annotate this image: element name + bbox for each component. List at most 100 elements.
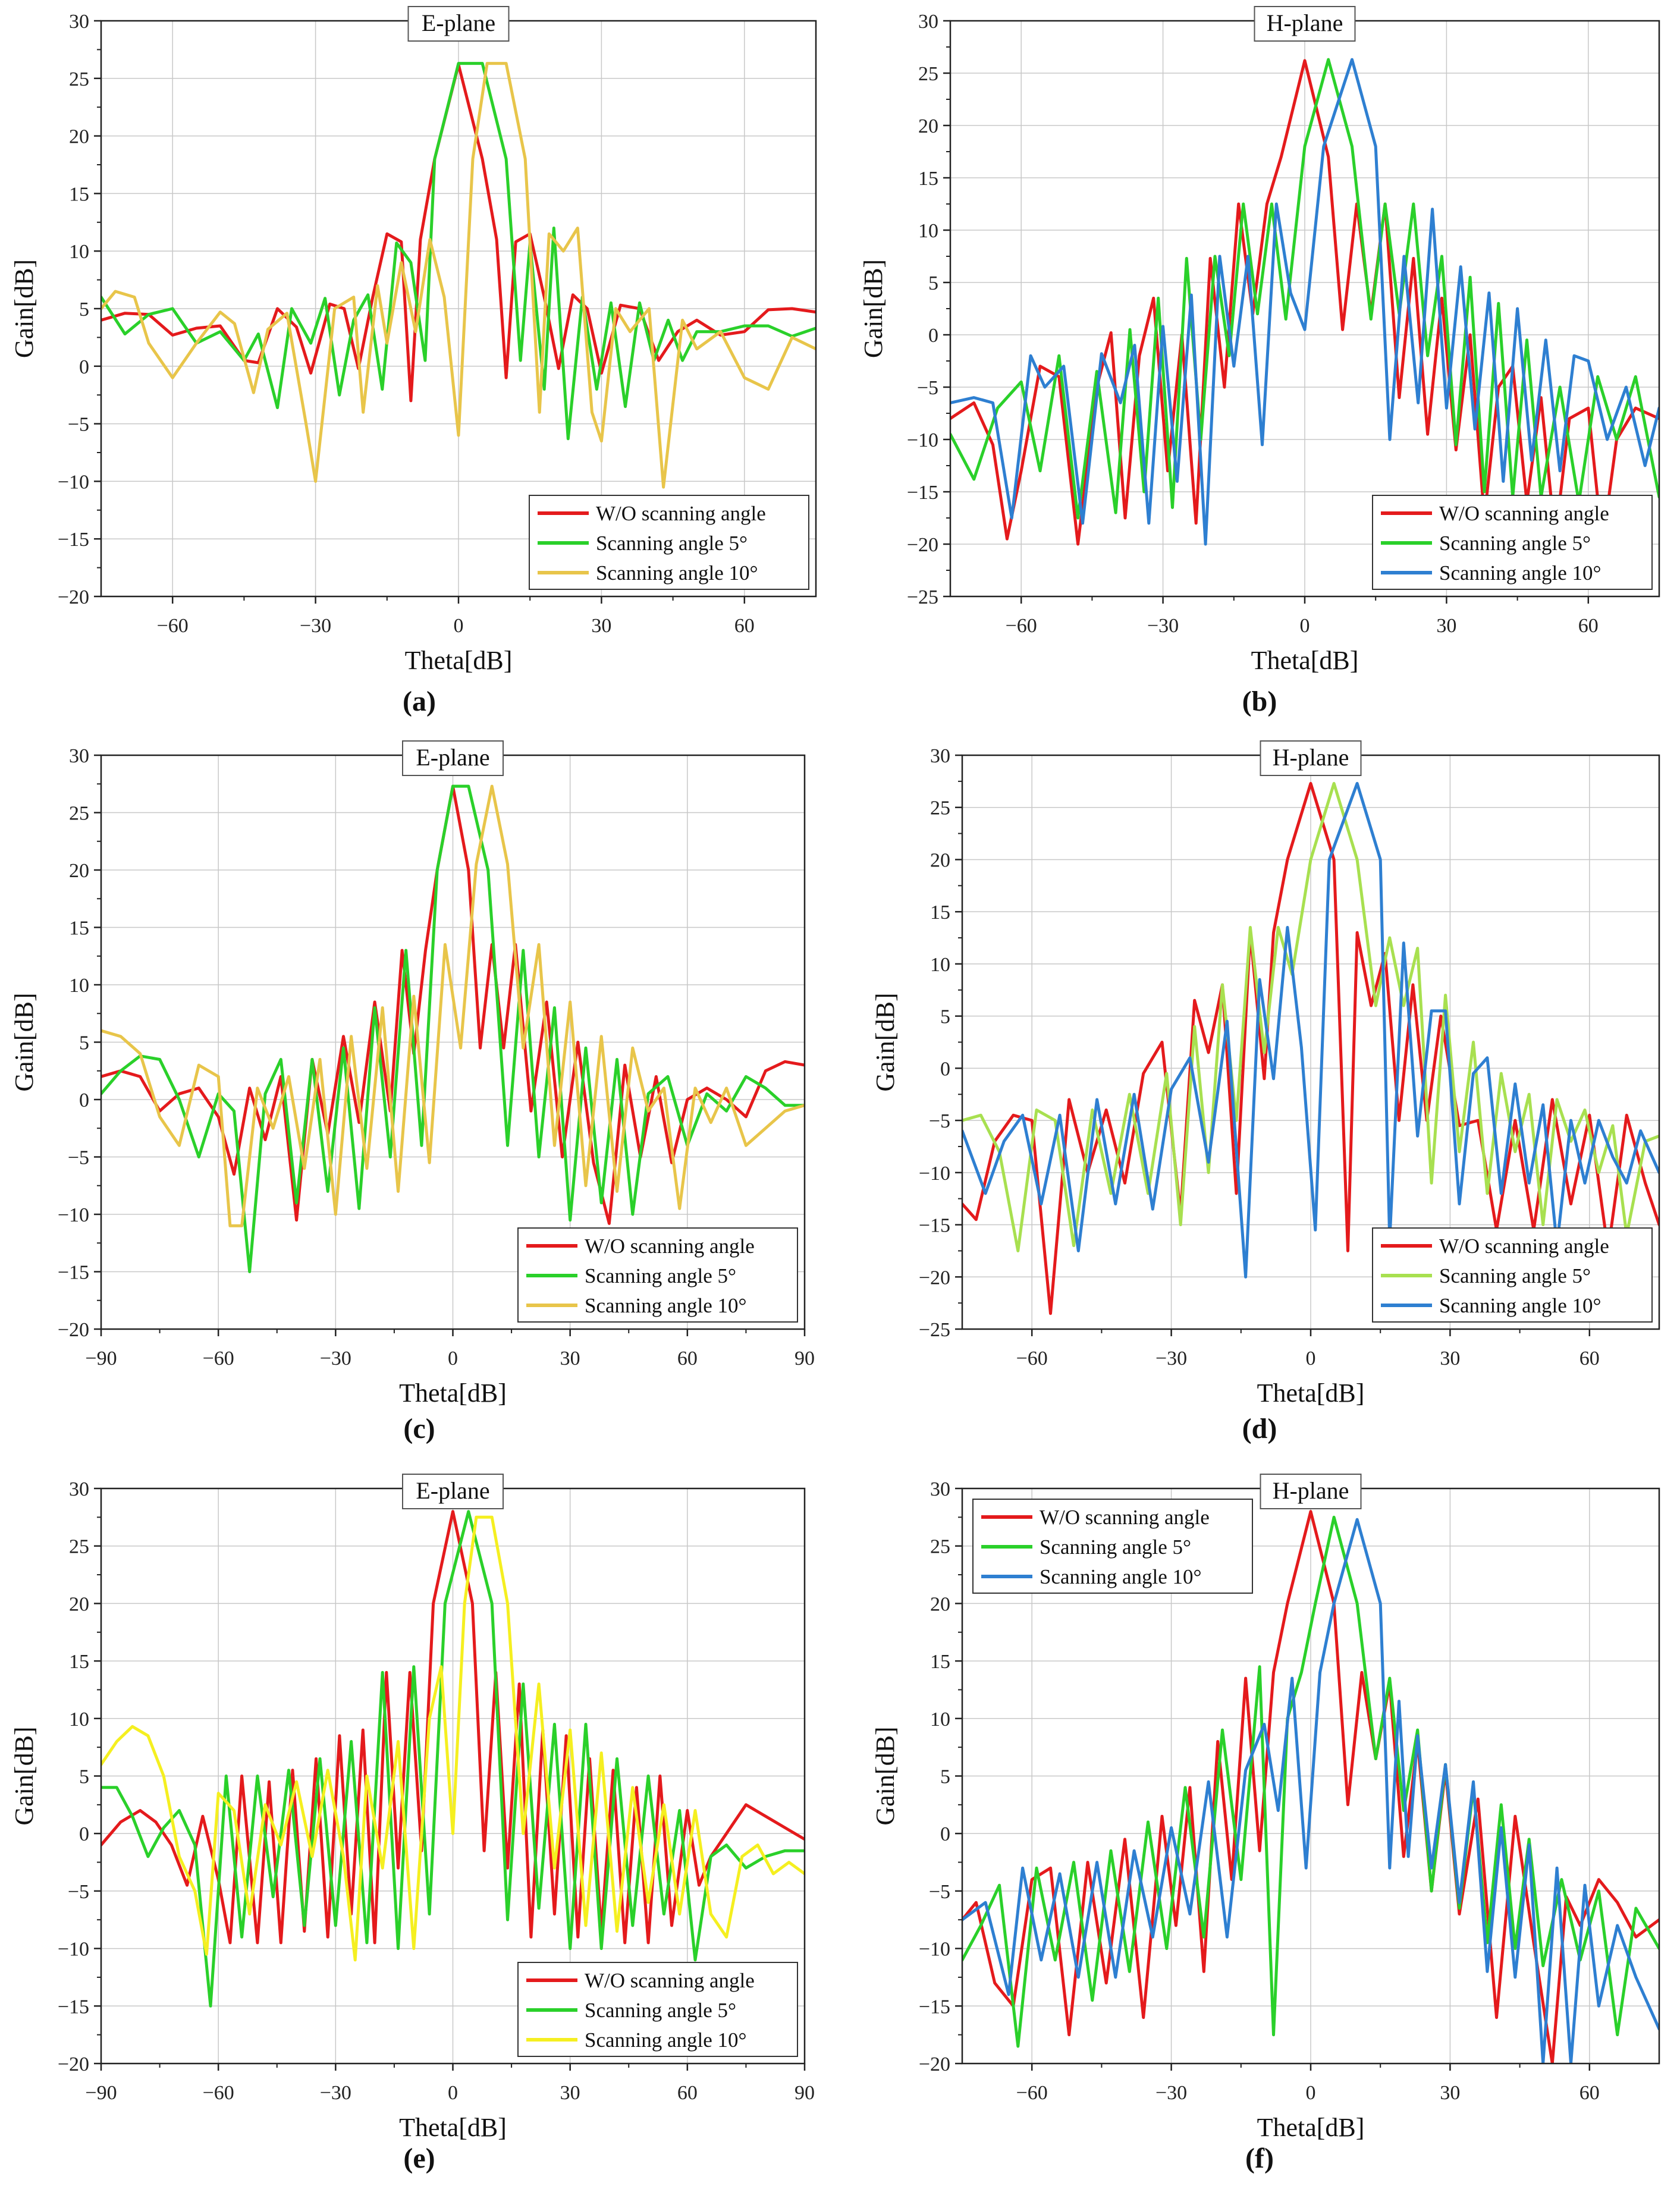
x-tick-label: −60 (157, 615, 189, 637)
chart-title: H-plane (1273, 744, 1349, 771)
x-tick-label: −30 (1147, 615, 1179, 637)
title-box (402, 1474, 504, 1509)
legend-label-3: Scanning angle 10° (585, 2028, 747, 2052)
series-line-3 (101, 1515, 805, 1962)
x-axis-label: Theta[dB] (1251, 646, 1359, 675)
y-tick-label: 5 (940, 1766, 950, 1788)
y-tick-label: 15 (930, 902, 950, 924)
x-tick-label: 60 (677, 1348, 698, 1370)
y-tick-label: 10 (69, 1709, 89, 1731)
y-tick-label: −15 (58, 529, 89, 551)
chart-title: H-plane (1267, 10, 1343, 36)
x-axis-label: Theta[dB] (405, 646, 513, 675)
y-tick-label: −20 (919, 2053, 950, 2075)
legend-label-1: W/O scanning angle (1040, 1506, 1210, 1529)
y-tick-label: 15 (69, 1651, 89, 1673)
y-tick-label: 20 (930, 849, 950, 871)
legend-label-2: Scanning angle 5° (585, 1264, 736, 1287)
y-tick-label: 10 (69, 241, 89, 263)
series-group (101, 62, 816, 489)
y-tick-label: −5 (917, 377, 938, 399)
title-box (1260, 740, 1362, 776)
chart-panel-4: −60 −30 0 30 60 −25 −20 −15 −10 −5 0 5 10 15 20 25 30 The… (871, 740, 1660, 1444)
y-tick-label: −10 (58, 1204, 89, 1226)
x-tick-label: 0 (1306, 2082, 1316, 2104)
y-tick-label: 0 (940, 1058, 950, 1080)
x-tick-label: 60 (1579, 2082, 1600, 2104)
chart-title: H-plane (1273, 1477, 1349, 1504)
series-line-1 (962, 1510, 1659, 2064)
legend: W/O scanning angle Scanning angle 5° Scann… (1372, 1227, 1653, 1323)
y-tick-label: 10 (918, 220, 938, 242)
x-tick-label: −60 (203, 1348, 234, 1370)
axis-ticks: −60 −30 0 30 60 −20 −15 −10 −5 0 5 10 15 20 25 30 (919, 1478, 1600, 2104)
legend-label-3: Scanning angle 10° (1439, 1294, 1602, 1317)
x-tick-label: 30 (1440, 2082, 1460, 2104)
x-tick-label: 60 (677, 2082, 698, 2104)
x-tick-label: 60 (1578, 615, 1599, 637)
x-tick-label: −30 (320, 1348, 351, 1370)
legend-label-3: Scanning angle 10° (596, 561, 758, 585)
x-tick-label: −30 (1155, 1348, 1187, 1370)
chart-title: E-plane (416, 1477, 489, 1504)
series-line-2 (101, 784, 805, 1273)
panel-caption: (e) (403, 2143, 435, 2174)
legend-label-3: Scanning angle 10° (1439, 561, 1602, 585)
panel-caption: (f) (1245, 2143, 1274, 2174)
y-tick-label: −10 (919, 1939, 950, 1961)
y-tick-label: 5 (79, 1032, 89, 1054)
y-tick-label: 5 (79, 1766, 89, 1788)
y-tick-label: 15 (69, 918, 89, 940)
chart-title: E-plane (416, 744, 489, 771)
series-line-2 (101, 1510, 805, 2008)
legend-label-2: Scanning angle 5° (1040, 1535, 1191, 1559)
y-tick-label: 10 (930, 954, 950, 976)
x-axis-label: Theta[dB] (1257, 1378, 1365, 1408)
x-tick-label: −60 (1016, 2082, 1048, 2104)
y-tick-label: 20 (930, 1593, 950, 1615)
y-tick-label: −5 (929, 1110, 950, 1132)
legend-label-3: Scanning angle 10° (585, 1294, 747, 1317)
x-tick-label: −30 (1155, 2082, 1187, 2104)
chart-panel-3: −90 −60 −30 0 30 60 90 −20 −15 −10 −5 0 5 10 15 20 25 30 T… (10, 740, 815, 1444)
y-tick-label: 20 (69, 860, 89, 882)
x-tick-label: −30 (320, 2082, 351, 2104)
legend-label-1: W/O scanning angle (585, 1969, 755, 1992)
series-line-3 (101, 62, 816, 489)
y-axis-label: Gain[dB] (10, 259, 39, 358)
x-tick-label: 0 (1306, 1348, 1316, 1370)
legend-label-2: Scanning angle 5° (596, 532, 748, 555)
y-tick-label: −10 (58, 1939, 89, 1961)
y-tick-label: −5 (68, 1881, 89, 1903)
x-tick-label: 90 (795, 2082, 815, 2104)
y-tick-label: −5 (929, 1881, 950, 1903)
x-tick-label: 30 (1436, 615, 1456, 637)
grid (101, 21, 816, 596)
axis-ticks: −60 −30 0 30 60 −25 −20 −15 −10 −5 0 5 10 15 20 25 30 (907, 11, 1599, 637)
legend-label-2: Scanning angle 5° (1439, 1264, 1591, 1287)
y-tick-label: 0 (79, 1823, 89, 1845)
y-tick-label: 15 (930, 1651, 950, 1673)
y-tick-label: 30 (69, 11, 89, 33)
x-tick-label: −30 (300, 615, 331, 637)
y-tick-label: 10 (930, 1709, 950, 1731)
y-tick-label: 5 (79, 299, 89, 321)
y-tick-label: −5 (68, 414, 89, 436)
series-line-2 (950, 58, 1659, 520)
series-group (950, 58, 1659, 546)
y-tick-label: 0 (79, 356, 89, 378)
x-tick-label: −60 (1006, 615, 1037, 637)
series-line-3 (962, 781, 1659, 1279)
axis-ticks: −60 −30 0 30 60 −20 −15 −10 −5 0 5 10 15 20 25 30 (58, 11, 755, 637)
chart-panel-2: −60 −30 0 30 60 −25 −20 −15 −10 −5 0 5 10 15 20 25 30 The… (859, 6, 1660, 717)
y-tick-label: −10 (919, 1163, 950, 1185)
y-tick-label: −25 (919, 1319, 950, 1341)
panel-caption: (a) (403, 686, 436, 717)
panel-caption: (d) (1242, 1413, 1277, 1444)
y-tick-label: −15 (58, 1996, 89, 2018)
y-tick-label: −20 (58, 1319, 89, 1341)
x-tick-label: 0 (454, 615, 464, 637)
legend-label-1: W/O scanning angle (1439, 502, 1609, 525)
y-tick-label: 25 (918, 63, 938, 85)
y-tick-label: 30 (69, 745, 89, 767)
